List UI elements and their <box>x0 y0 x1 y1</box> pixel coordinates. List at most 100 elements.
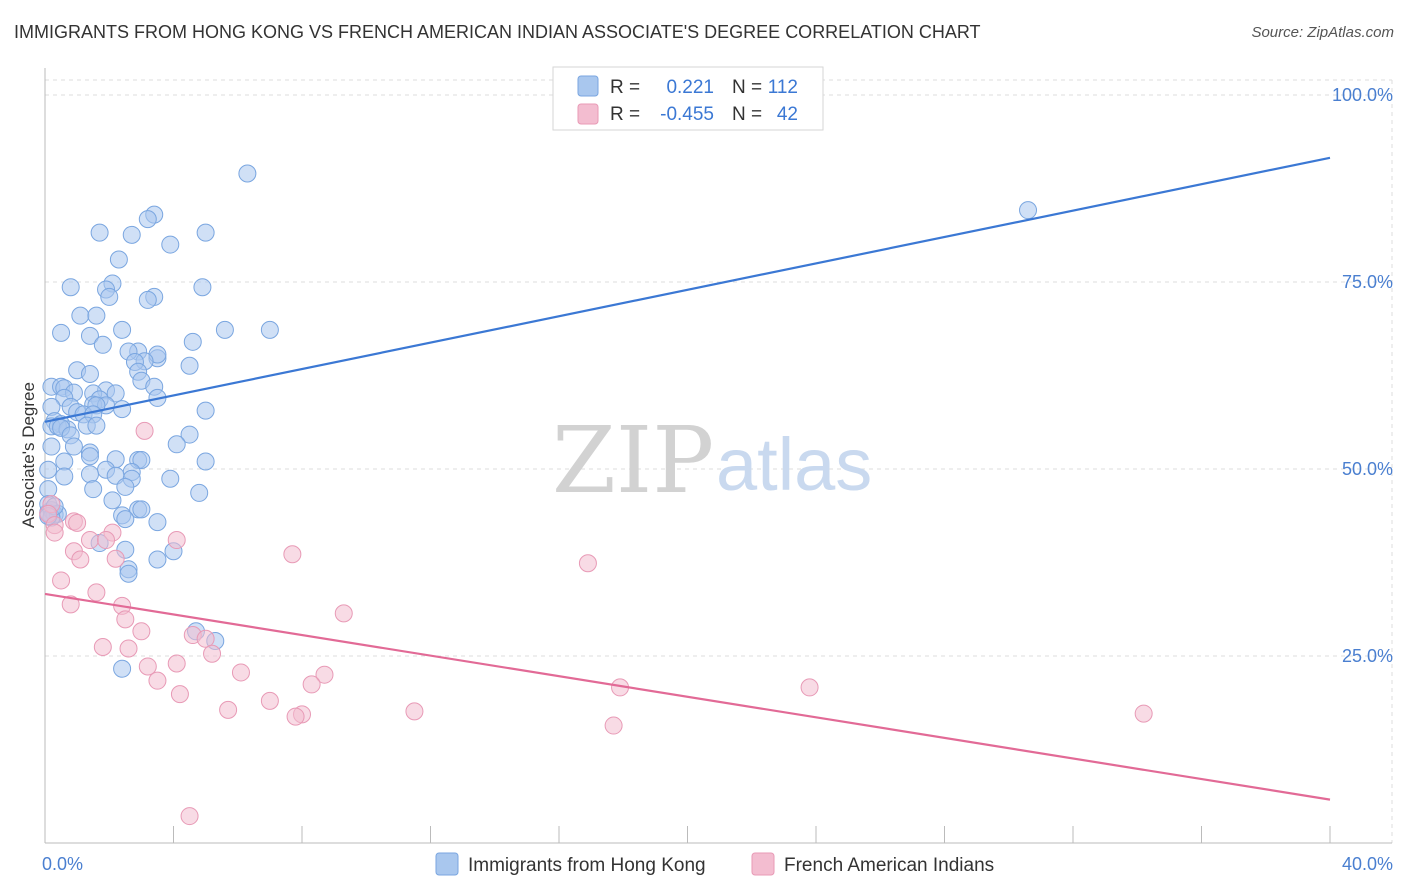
hong-kong-point-16 <box>71 306 90 325</box>
french-american-indian-trend-line <box>44 592 1331 801</box>
hong-kong-point-7 <box>161 235 180 254</box>
hong-kong-point-9 <box>61 278 80 297</box>
hong-kong-point-24 <box>93 335 112 354</box>
french-american-indian-point-7 <box>167 531 186 550</box>
legend-n-label-1: N = <box>732 77 762 98</box>
french-american-indian-point-24 <box>196 629 215 648</box>
french-american-indian-point-13 <box>71 550 90 569</box>
hong-kong-point-20 <box>260 320 279 339</box>
y-tick-label-0: 100.0% <box>1332 85 1393 105</box>
french-american-indian-point-16 <box>52 571 71 590</box>
french-american-indian-point-33 <box>302 675 321 694</box>
hong-kong-point-75 <box>55 452 74 471</box>
source-credit: Source: ZipAtlas.com <box>1251 24 1394 41</box>
hong-kong-point-71 <box>80 447 99 466</box>
legend-n-label-2: N = <box>732 104 762 125</box>
legend-n-value-2: 42 <box>777 104 798 125</box>
hong-kong-point-91 <box>132 500 151 519</box>
hong-kong-point-4 <box>90 223 109 242</box>
hong-kong-point-6 <box>122 225 141 244</box>
french-american-indian-point-41 <box>286 707 305 726</box>
french-american-indian-point-11 <box>135 421 154 440</box>
french-american-indian-point-27 <box>203 644 222 663</box>
y-axis-label: Associate's Degree <box>19 382 38 528</box>
french-american-indian-point-14 <box>106 549 125 568</box>
french-american-indian-point-25 <box>93 638 112 657</box>
y-tick-label-1: 75.0% <box>1342 272 1393 292</box>
french-american-indian-point-30 <box>231 663 250 682</box>
french-american-indian-point-36 <box>170 685 189 704</box>
french-american-indian-point-18 <box>61 595 80 614</box>
hong-kong-point-86 <box>39 480 58 499</box>
french-american-indian-point-9 <box>97 531 116 550</box>
hong-kong-point-33 <box>80 364 99 383</box>
french-american-indian-point-17 <box>87 583 106 602</box>
hong-kong-point-94 <box>148 513 167 532</box>
french-american-indian-point-21 <box>116 610 135 629</box>
chart-title: IMMIGRANTS FROM HONG KONG VS FRENCH AMER… <box>14 22 981 42</box>
french-american-indian-point-44 <box>180 807 199 826</box>
hong-kong-point-65 <box>180 425 199 444</box>
french-american-indian-point-12 <box>283 545 302 564</box>
french-american-indian-point-3 <box>45 523 64 542</box>
french-american-indian-point-39 <box>405 702 424 721</box>
hong-kong-point-89 <box>103 491 122 510</box>
french-american-indian-point-42 <box>1134 704 1153 723</box>
hong-kong-point-8 <box>109 250 128 269</box>
watermark-atlas: atlas <box>716 423 872 506</box>
hong-kong-point-88 <box>190 483 209 502</box>
axes <box>44 68 1392 844</box>
hong-kong-point-98 <box>148 550 167 569</box>
hong-kong-point-82 <box>80 465 99 484</box>
french-american-indian-point-31 <box>315 665 334 684</box>
french-american-indian-point-20 <box>334 604 353 623</box>
x-tick-label-left: 0.0% <box>42 854 83 874</box>
legend-r-label-1: R = <box>610 77 640 98</box>
hong-kong-point-74 <box>132 451 151 470</box>
hong-kong-point-52 <box>113 400 132 419</box>
hong-kong-point-14 <box>138 290 157 309</box>
hong-kong-point-34 <box>180 356 199 375</box>
hong-kong-point-77 <box>39 460 58 479</box>
french-american-indian-point-37 <box>260 691 279 710</box>
french-american-indian-point-8 <box>80 531 99 550</box>
french-american-indian-point-32 <box>148 671 167 690</box>
y-tick-label-2: 50.0% <box>1342 459 1393 479</box>
legend-swatch-pink <box>577 103 599 125</box>
french-american-indian-point-22 <box>132 622 151 641</box>
hong-kong-point-22 <box>80 326 99 345</box>
series-swatch-french-american-indians <box>751 852 775 876</box>
french-american-indian-point-38 <box>219 700 238 719</box>
hong-kong-point-60 <box>87 416 106 435</box>
hong-kong-point-76 <box>196 452 215 471</box>
data-points <box>39 164 1153 826</box>
hong-kong-point-21 <box>52 323 71 342</box>
hong-kong-point-79 <box>55 467 74 486</box>
hong-kong-point-53 <box>196 401 215 420</box>
hong-kong-point-68 <box>64 437 83 456</box>
correlation-legend: R = 0.221 N = 112 R = -0.455 N = 42 <box>552 66 824 131</box>
french-american-indian-point-5 <box>68 513 87 532</box>
series-swatch-hong-kong <box>435 852 459 876</box>
hong-kong-point-87 <box>84 480 103 499</box>
hong-kong-point-85 <box>116 477 135 496</box>
hong-kong-point-19 <box>215 320 234 339</box>
hong-kong-point-11 <box>193 278 212 297</box>
french-american-indian-point-35 <box>800 678 819 697</box>
legend-r-value-1: 0.221 <box>666 77 714 98</box>
hong-kong-point-3 <box>138 210 157 229</box>
hong-kong-point-103 <box>113 659 132 678</box>
french-american-indian-point-26 <box>119 639 138 658</box>
french-american-indian-point-15 <box>578 554 597 573</box>
hong-kong-point-67 <box>42 437 61 456</box>
series-label-french-american-indians: French American Indians <box>784 855 994 876</box>
legend-swatch-blue <box>577 75 599 97</box>
hong-kong-point-42 <box>106 384 125 403</box>
y-tick-label-3: 25.0% <box>1342 646 1393 666</box>
watermark: ZIP atlas <box>552 407 872 514</box>
hong-kong-point-15 <box>100 287 119 306</box>
x-tick-label-right: 40.0% <box>1342 854 1393 874</box>
french-american-indian-point-43 <box>604 716 623 735</box>
watermark-zip: ZIP <box>552 407 714 514</box>
